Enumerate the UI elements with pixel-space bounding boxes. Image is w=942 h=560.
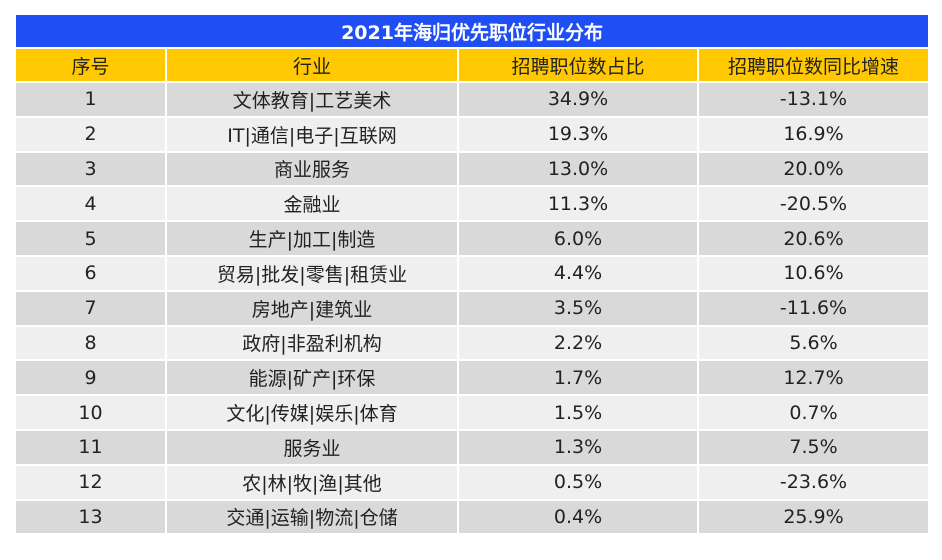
- growth-cell: 16.9%: [696, 115, 931, 153]
- table-row: 6 贸易|批发|零售|租赁业 4.4% 10.6%: [14, 254, 931, 292]
- share-cell: 11.3%: [457, 185, 699, 223]
- growth-cell: 20.0%: [696, 150, 931, 188]
- table-row: 9 能源|矿产|环保 1.7% 12.7%: [14, 359, 931, 397]
- table-row: 2 IT|通信|电子|互联网 19.3% 16.9%: [14, 115, 931, 153]
- index-cell: 12: [14, 463, 167, 501]
- index-cell: 7: [14, 289, 167, 327]
- growth-cell: 5.6%: [696, 324, 931, 362]
- growth-cell: 0.7%: [696, 394, 931, 431]
- table-row: 11 服务业 1.3% 7.5%: [14, 428, 931, 466]
- share-cell: 34.9%: [457, 81, 699, 118]
- share-cell: 13.0%: [457, 150, 699, 188]
- growth-cell: -23.6%: [696, 463, 931, 501]
- industry-cell: 贸易|批发|零售|租赁业: [165, 254, 459, 292]
- table-row: 5 生产|加工|制造 6.0% 20.6%: [14, 220, 931, 257]
- index-cell: 6: [14, 254, 167, 292]
- share-cell: 4.4%: [457, 254, 699, 292]
- growth-cell: 25.9%: [696, 498, 931, 536]
- column-header-industry: 行业: [165, 47, 459, 83]
- share-cell: 3.5%: [457, 289, 699, 327]
- share-cell: 19.3%: [457, 115, 699, 153]
- industry-cell: 金融业: [165, 185, 459, 223]
- industry-cell: 文化|传媒|娱乐|体育: [165, 394, 459, 431]
- table-row: 13 交通|运输|物流|仓储 0.4% 25.9%: [14, 498, 931, 536]
- index-cell: 1: [14, 81, 167, 118]
- table-row: 12 农|林|牧|渔|其他 0.5% -23.6%: [14, 463, 931, 501]
- growth-cell: -13.1%: [696, 81, 931, 118]
- growth-cell: 10.6%: [696, 254, 931, 292]
- share-cell: 0.4%: [457, 498, 699, 536]
- index-cell: 11: [14, 428, 167, 466]
- industry-cell: 政府|非盈利机构: [165, 324, 459, 362]
- industry-distribution-table: 2021年海归优先职位行业分布 序号 行业 招聘职位数占比 招聘职位数同比增速 …: [13, 13, 931, 536]
- index-cell: 2: [14, 115, 167, 153]
- growth-cell: 7.5%: [696, 428, 931, 466]
- table-row: 3 商业服务 13.0% 20.0%: [14, 150, 931, 188]
- share-cell: 0.5%: [457, 463, 699, 501]
- column-header-growth: 招聘职位数同比增速: [696, 47, 931, 83]
- growth-cell: 12.7%: [696, 359, 931, 397]
- table-row: 8 政府|非盈利机构 2.2% 5.6%: [14, 324, 931, 362]
- growth-cell: -11.6%: [696, 289, 931, 327]
- index-cell: 4: [14, 185, 167, 223]
- index-cell: 8: [14, 324, 167, 362]
- growth-cell: 20.6%: [696, 220, 931, 257]
- index-cell: 5: [14, 220, 167, 257]
- share-cell: 1.3%: [457, 428, 699, 466]
- industry-cell: 文体教育|工艺美术: [165, 81, 459, 118]
- industry-cell: 服务业: [165, 428, 459, 466]
- header-row: 序号 行业 招聘职位数占比 招聘职位数同比增速: [14, 47, 931, 83]
- table-row: 7 房地产|建筑业 3.5% -11.6%: [14, 289, 931, 327]
- table-title: 2021年海归优先职位行业分布: [13, 13, 931, 49]
- index-cell: 3: [14, 150, 167, 188]
- share-cell: 2.2%: [457, 324, 699, 362]
- growth-cell: -20.5%: [696, 185, 931, 223]
- industry-cell: IT|通信|电子|互联网: [165, 115, 459, 153]
- industry-cell: 商业服务: [165, 150, 459, 188]
- industry-cell: 能源|矿产|环保: [165, 359, 459, 397]
- industry-cell: 生产|加工|制造: [165, 220, 459, 257]
- share-cell: 1.7%: [457, 359, 699, 397]
- index-cell: 9: [14, 359, 167, 397]
- index-cell: 13: [14, 498, 167, 536]
- table-row: 1 文体教育|工艺美术 34.9% -13.1%: [14, 81, 931, 118]
- table-row: 10 文化|传媒|娱乐|体育 1.5% 0.7%: [14, 394, 931, 431]
- column-header-share: 招聘职位数占比: [457, 47, 699, 83]
- table-row: 4 金融业 11.3% -20.5%: [14, 185, 931, 223]
- share-cell: 6.0%: [457, 220, 699, 257]
- title-row: 2021年海归优先职位行业分布: [13, 13, 931, 49]
- index-cell: 10: [14, 394, 167, 431]
- share-cell: 1.5%: [457, 394, 699, 431]
- column-header-index: 序号: [14, 47, 167, 83]
- industry-cell: 交通|运输|物流|仓储: [165, 498, 459, 536]
- industry-cell: 农|林|牧|渔|其他: [165, 463, 459, 501]
- industry-cell: 房地产|建筑业: [165, 289, 459, 327]
